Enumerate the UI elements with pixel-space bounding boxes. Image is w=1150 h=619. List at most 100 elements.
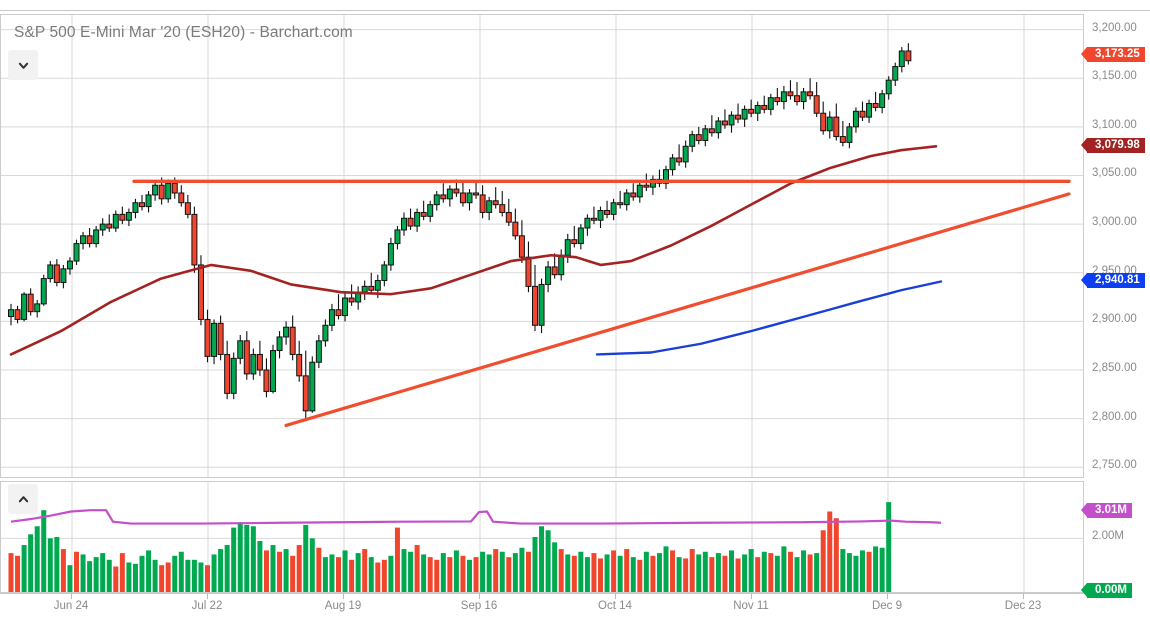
date-axis: Jun 24 Jul 22 Aug 19 Sep 16 Oct 14 Nov 11 Dec … (0, 593, 1150, 619)
date-tick (479, 593, 480, 599)
volume-ma-badge[interactable]: 3.01M (1081, 502, 1132, 518)
volume-bar (650, 555, 656, 592)
volume-bar (460, 555, 466, 592)
volume-bar (853, 555, 859, 592)
volume-bar (473, 557, 479, 592)
candle-body (846, 126, 853, 143)
volume-bar-series (8, 502, 892, 592)
date-axis-label: Nov 11 (733, 600, 769, 612)
volume-bar (15, 555, 21, 592)
volume-bar (624, 549, 630, 592)
chevron-down-icon (18, 62, 28, 69)
badge-pointer (1081, 47, 1087, 62)
volume-bar (355, 553, 361, 592)
candle-body (407, 217, 414, 227)
volume-bar (689, 549, 695, 592)
volume-bar (277, 551, 283, 592)
candle-body (315, 340, 322, 363)
volume-bar (263, 550, 269, 592)
volume-bar (100, 553, 106, 592)
candle-body (184, 202, 191, 215)
candle-body (604, 209, 611, 215)
volume-bar (159, 565, 165, 592)
volume-bar (218, 549, 224, 592)
candle-body (433, 194, 440, 206)
price-chart-canvas (1, 15, 1083, 477)
price-pane-collapse-button[interactable] (8, 50, 38, 80)
volume-bar (702, 551, 708, 592)
volume-bar (532, 537, 538, 592)
volume-bar (480, 551, 486, 592)
candle-body (270, 350, 276, 392)
volume-bar (506, 557, 512, 592)
volume-bar (676, 557, 682, 592)
volume-bar (54, 537, 60, 592)
volume-bar (467, 559, 472, 592)
page-title: S&P 500 E-Mini Mar '20 (ESH20) - Barchar… (14, 24, 353, 41)
volume-bar (41, 510, 47, 592)
volume-bar (440, 553, 446, 592)
volume-bar (362, 549, 368, 592)
candle-body (152, 184, 159, 196)
volume-bar (394, 527, 400, 592)
volume-bar (643, 551, 649, 592)
candle-body (427, 204, 434, 217)
candle-body (80, 235, 87, 245)
volume-bar (270, 545, 276, 592)
moving-average-badge[interactable]: 3,079.98 (1081, 137, 1145, 153)
volume-bar (185, 559, 191, 592)
volume-bar (106, 559, 112, 592)
price-pane[interactable] (0, 14, 1084, 478)
candle-body (446, 188, 453, 200)
volume-pane-expand-button[interactable] (8, 484, 38, 514)
volume-bar (656, 553, 662, 592)
candle-body (826, 116, 833, 132)
candle-body (466, 192, 473, 204)
candle-body (296, 353, 303, 377)
volume-bar (250, 526, 256, 592)
candle-body (348, 297, 355, 303)
candle-body (165, 182, 172, 200)
volume-bar (525, 551, 531, 592)
date-tick (343, 593, 344, 599)
candle-body (879, 93, 886, 108)
support-line-badge[interactable]: 2,940.81 (1081, 273, 1145, 289)
candle-body (224, 353, 231, 394)
volume-bar (539, 526, 545, 592)
candle-body (852, 110, 859, 128)
candle-body (892, 66, 899, 81)
badge-pointer (1081, 502, 1087, 517)
volume-bar (709, 557, 715, 592)
volume-bar (670, 550, 676, 592)
candle-body (40, 278, 47, 305)
candle-body (479, 194, 486, 213)
candle-body (217, 322, 224, 355)
volume-bar (774, 555, 780, 592)
volume-pane[interactable] (0, 481, 1084, 593)
volume-bar (401, 549, 407, 592)
candle-body (420, 211, 427, 217)
candle-body (328, 309, 335, 326)
candle-body (374, 280, 381, 291)
candle-body (243, 340, 250, 375)
volume-bar (879, 547, 885, 592)
volume-bar (729, 550, 734, 592)
candle-body (27, 293, 34, 313)
volume-zero-badge[interactable]: 0.00M (1081, 582, 1132, 598)
volume-bar (571, 555, 577, 592)
candle-body (597, 209, 604, 221)
candle-body (381, 264, 388, 282)
volume-bar (434, 559, 440, 592)
date-tick (615, 593, 616, 599)
candle-body (748, 108, 755, 114)
candle-body (414, 211, 421, 227)
candle-body (866, 103, 873, 118)
last-price-badge[interactable]: 3,173.25 (1081, 47, 1145, 63)
volume-bar (578, 551, 584, 592)
volume-bar (119, 553, 125, 592)
candle-body (342, 297, 349, 317)
volume-bar (833, 518, 839, 592)
volume-bar (886, 502, 892, 592)
date-tick (887, 593, 888, 599)
candle-body (636, 184, 643, 198)
